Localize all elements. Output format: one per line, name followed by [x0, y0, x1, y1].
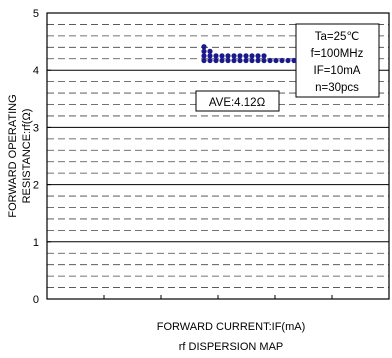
data-point [273, 57, 279, 64]
data-point [201, 57, 207, 64]
data-point [243, 57, 249, 64]
data-point [285, 57, 291, 64]
data-point [291, 57, 297, 64]
y-tick-label: 4 [33, 65, 39, 77]
data-point [207, 48, 213, 54]
data-point [255, 57, 261, 64]
y-axis-ticks: 0 1 2 3 4 5 [33, 8, 51, 306]
data-point [225, 57, 231, 64]
y-tick-label: 0 [33, 294, 39, 306]
data-point [249, 53, 255, 59]
data-points [201, 44, 297, 64]
data-point [219, 53, 225, 59]
data-point [201, 44, 207, 50]
data-point [279, 57, 285, 64]
conditions-box: Ta=25℃ f=100MHz IF=10mA n=30pcs [295, 23, 380, 98]
y-axis-label-line-1: FORWARD OPERATING [7, 94, 19, 217]
data-point [213, 57, 219, 64]
x-axis-ticks [103, 295, 333, 299]
data-point [201, 48, 207, 54]
data-point [231, 53, 237, 59]
data-point [267, 57, 273, 64]
data-point [261, 57, 267, 64]
y-tick-label: 3 [33, 122, 39, 134]
chart-caption: rf DISPERSION MAP [179, 341, 284, 353]
x-axis-label: FORWARD CURRENT:IF(mA) [157, 321, 306, 333]
data-point [249, 57, 255, 64]
y-tick-label: 1 [33, 237, 39, 249]
condition-sample-count: n=30pcs [315, 82, 359, 94]
data-point [237, 57, 243, 64]
y-tick-label: 5 [33, 8, 39, 20]
data-point [231, 57, 237, 64]
data-point [213, 53, 219, 59]
data-point [243, 53, 249, 59]
condition-current: IF=10mA [314, 65, 361, 77]
data-point [255, 53, 261, 59]
data-point [201, 53, 207, 59]
y-tick-label: 2 [33, 180, 39, 192]
data-point [207, 57, 213, 64]
data-point [219, 57, 225, 64]
average-label: AVE:4.12Ω [209, 97, 266, 109]
average-box: AVE:4.12Ω [195, 90, 280, 112]
y-axis-label: FORWARD OPERATING RESISTANCE:rf(Ω) [7, 94, 33, 217]
data-point [225, 53, 231, 59]
data-point [237, 53, 243, 59]
data-point [261, 53, 267, 59]
y-axis-label-line-2: RESISTANCE:rf(Ω) [21, 109, 33, 204]
data-point [207, 53, 213, 59]
conditions-box-frame [295, 23, 380, 98]
condition-frequency: f=100MHz [311, 48, 364, 60]
average-box-frame [195, 90, 280, 112]
condition-temperature: Ta=25℃ [315, 31, 360, 43]
